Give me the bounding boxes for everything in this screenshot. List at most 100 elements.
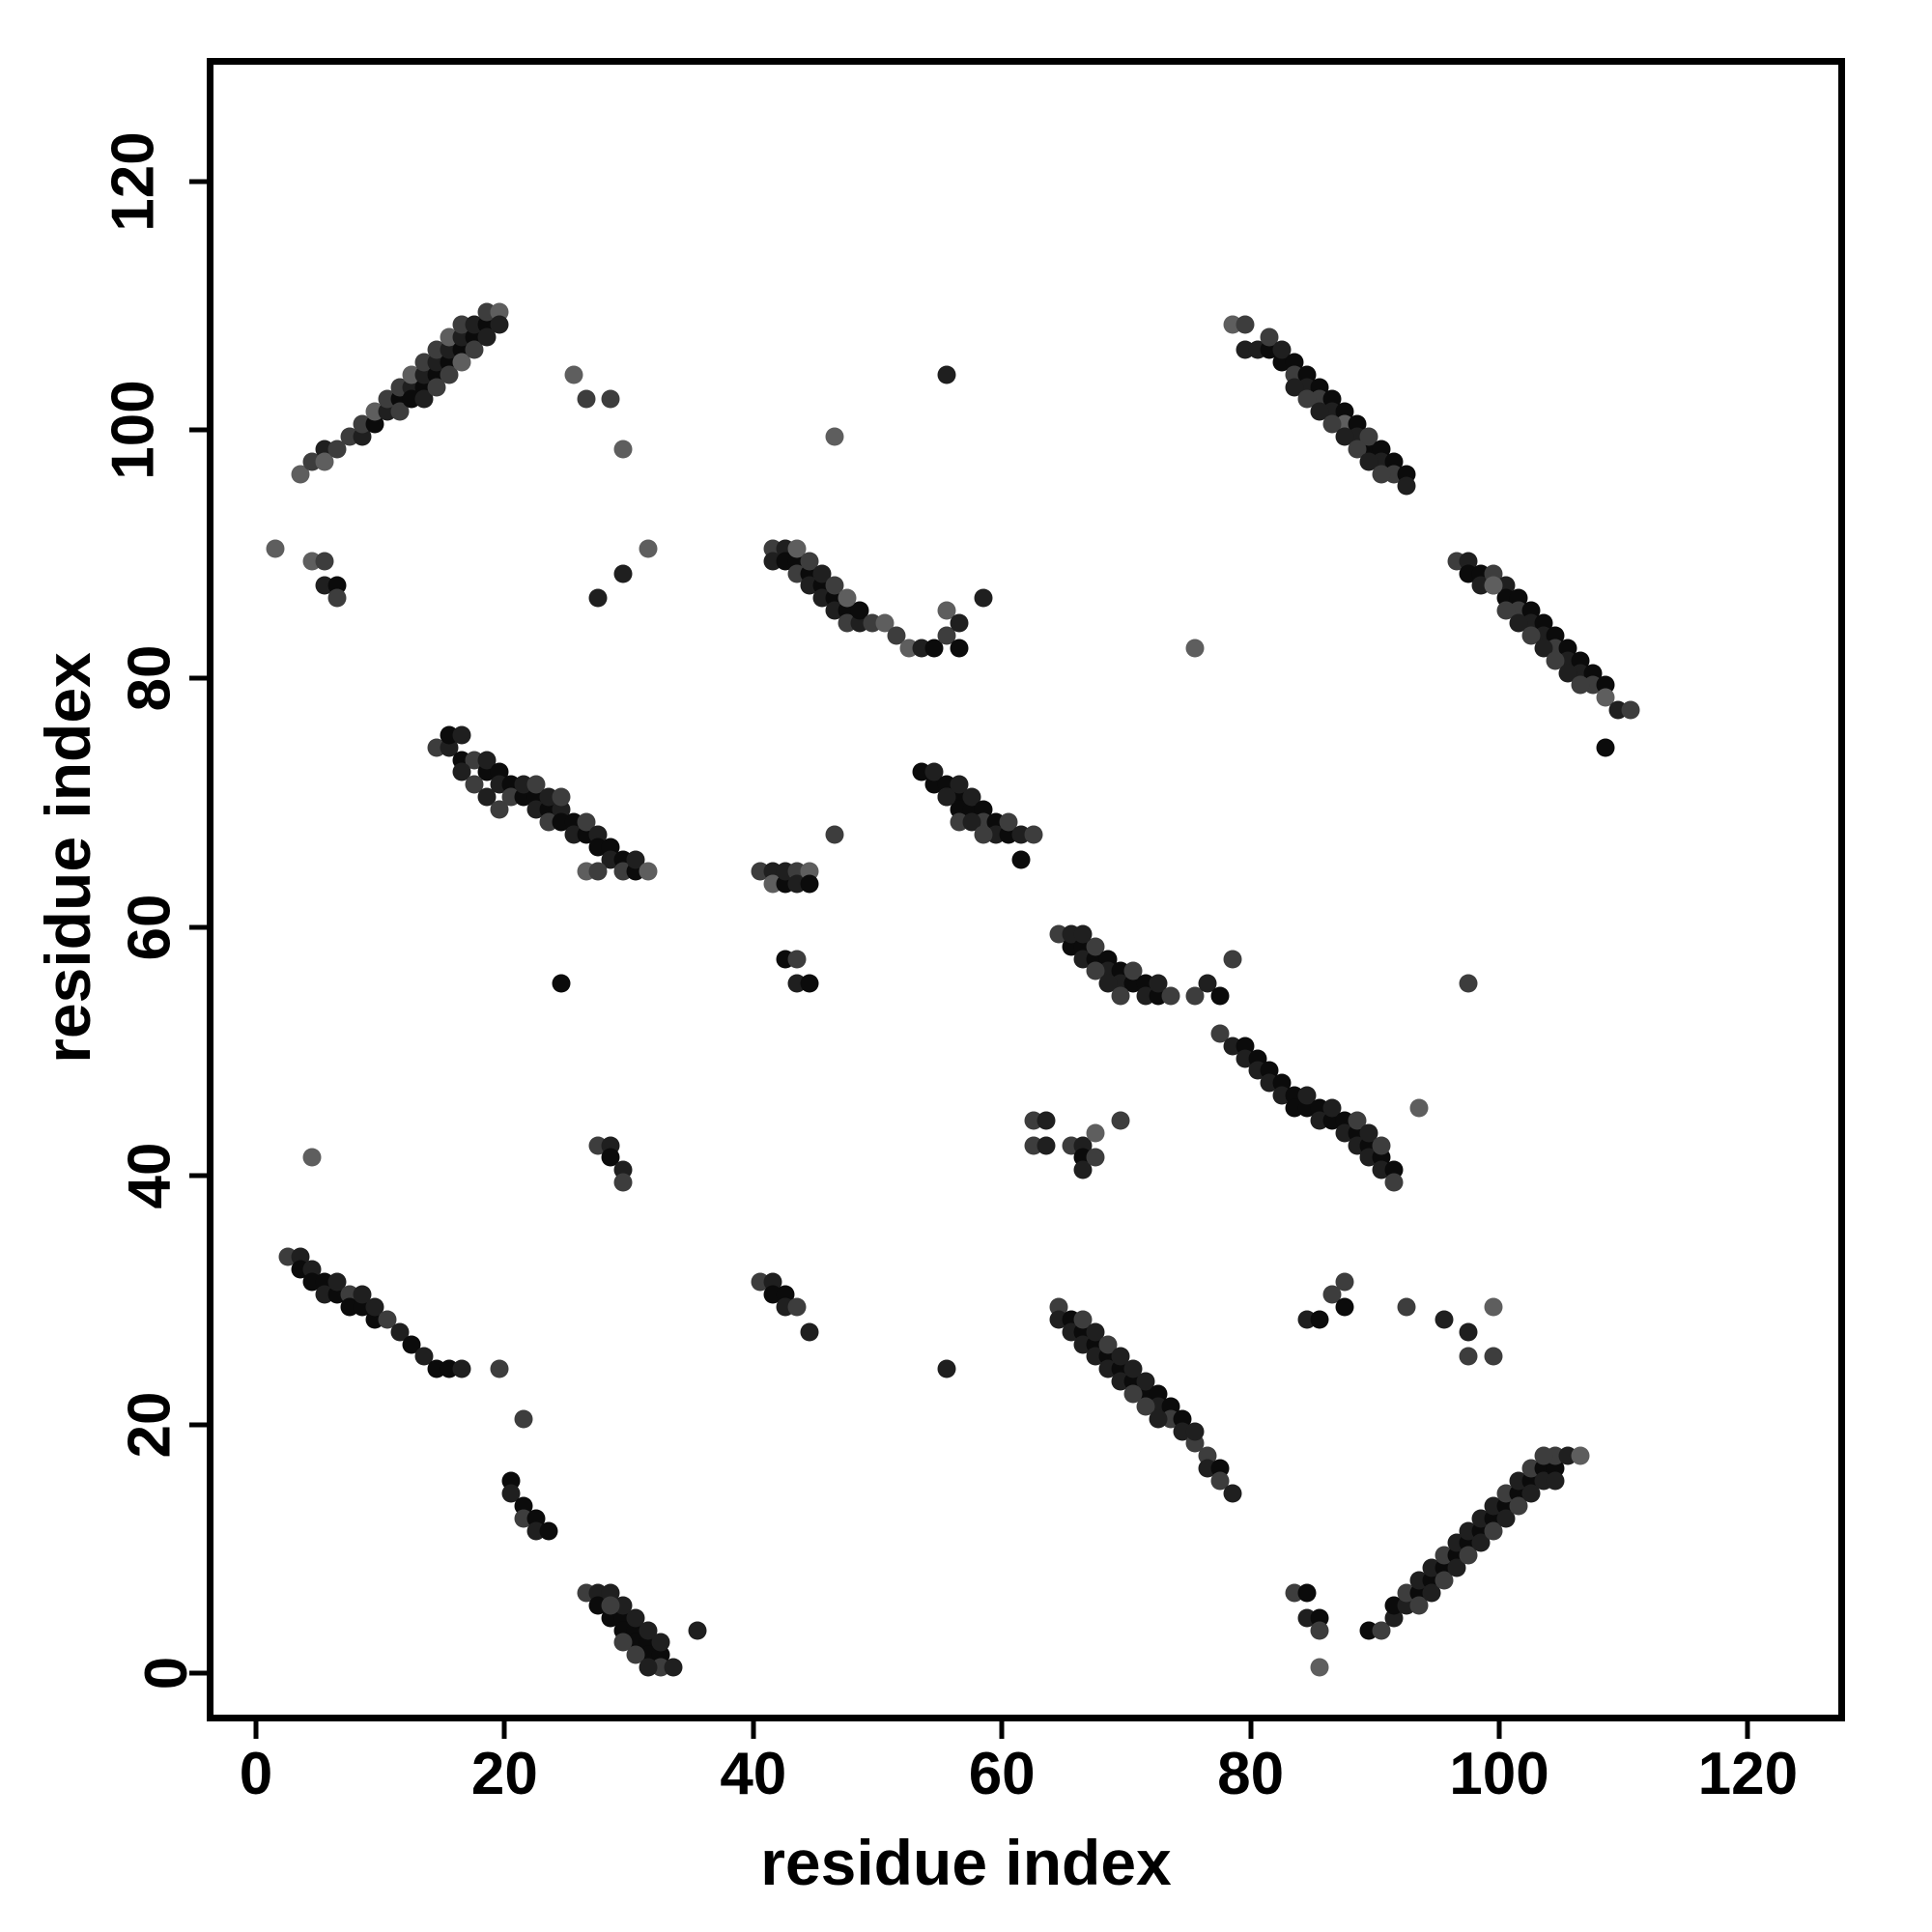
scatter-point (452, 1359, 471, 1378)
scatter-point (1086, 937, 1105, 956)
scatter-point (1297, 1086, 1317, 1105)
scatter-point (962, 812, 981, 832)
scatter-point (315, 452, 334, 471)
scatter-point (1534, 1446, 1553, 1465)
scatter-point (501, 1484, 521, 1503)
scatter-point (353, 1285, 372, 1304)
scatter-point (1210, 1471, 1230, 1491)
scatter-point (266, 539, 285, 558)
scatter-point (626, 1645, 645, 1664)
scatter-point (800, 552, 819, 571)
scatter-point (1459, 1347, 1478, 1366)
scatter-point (465, 775, 484, 794)
scatter-point (1322, 414, 1342, 434)
scatter-point (1409, 1596, 1429, 1615)
scatter-point (613, 1173, 633, 1192)
y-axis-tick (189, 179, 207, 185)
scatter-point (626, 850, 645, 869)
scatter-point (1223, 1484, 1242, 1503)
scatter-point (477, 751, 497, 770)
scatter-point (1348, 1111, 1367, 1130)
scatter-point (1073, 924, 1093, 944)
scatter-point (1397, 1297, 1416, 1317)
scatter-point (327, 440, 347, 459)
scatter-point (962, 787, 981, 807)
scatter-point (1322, 1098, 1342, 1118)
scatter-point (514, 1409, 533, 1429)
scatter-point (800, 1322, 819, 1342)
scatter-point (1534, 639, 1553, 658)
scatter-point (924, 762, 944, 781)
scatter-point (1210, 986, 1230, 1006)
scatter-point (1409, 1098, 1429, 1118)
scatter-point (577, 812, 596, 832)
x-axis-tick-label: 20 (470, 1741, 538, 1807)
scatter-point (477, 787, 497, 807)
scatter-point (601, 1596, 620, 1615)
scatter-point (787, 1297, 807, 1317)
scatter-point (577, 389, 596, 409)
x-axis-tick-label: 120 (1697, 1741, 1799, 1807)
scatter-point (1359, 452, 1378, 471)
scatter-point (588, 588, 608, 608)
scatter-point (315, 552, 334, 571)
y-axis-tick-label: 100 (99, 380, 167, 480)
scatter-point (950, 775, 969, 794)
y-axis-tick-label: 40 (116, 1142, 184, 1209)
scatter-point (1086, 1123, 1105, 1143)
scatter-point (390, 402, 410, 421)
scatter-point (838, 588, 857, 608)
scatter-point (639, 1621, 658, 1640)
scatter-point (490, 1359, 509, 1378)
scatter-point (1384, 1173, 1404, 1192)
scatter-point (1509, 1496, 1528, 1516)
scatter-point (1496, 601, 1516, 620)
scatter-point (1484, 1297, 1503, 1317)
scatter-point (1422, 1583, 1441, 1603)
scatter-point (1596, 688, 1615, 707)
scatter-point (1484, 576, 1503, 595)
scatter-point (1348, 440, 1367, 459)
scatter-point (937, 601, 956, 620)
scatter-point (812, 564, 832, 583)
y-axis-label: residue index (32, 652, 103, 1064)
scatter-point (452, 762, 471, 781)
scatter-point (1123, 1384, 1143, 1404)
scatter-point (1322, 1285, 1342, 1304)
x-axis-tick-label: 60 (968, 1741, 1036, 1807)
y-axis-tick (189, 1173, 207, 1179)
scatter-point (850, 601, 869, 620)
scatter-point (825, 576, 844, 595)
y-axis-tick (189, 675, 207, 681)
scatter-point (1596, 738, 1615, 757)
y-axis-tick-label: 60 (116, 894, 184, 961)
scatter-point (601, 1148, 620, 1167)
scatter-point (365, 1297, 384, 1317)
scatter-point (974, 588, 993, 608)
scatter-point (1359, 427, 1378, 446)
scatter-point (1236, 315, 1255, 334)
scatter-point (1571, 1446, 1590, 1465)
scatter-point (402, 1335, 421, 1353)
scatter-point (1136, 1397, 1155, 1416)
scatter-point (787, 950, 807, 969)
scatter-point (1484, 1347, 1503, 1366)
scatter-point (1521, 626, 1541, 645)
scatter-point (1185, 639, 1205, 658)
scatter-point (1335, 1297, 1354, 1317)
scatter-point (1435, 1571, 1454, 1590)
scatter-point (1210, 1024, 1230, 1043)
scatter-point (1260, 327, 1279, 347)
scatter-point (800, 874, 819, 894)
scatter-point (564, 365, 583, 384)
y-axis-tick-label: 0 (132, 1656, 200, 1690)
scatter-point (1372, 1136, 1391, 1155)
scatter-point (1310, 1621, 1329, 1640)
x-axis-tick (751, 1721, 756, 1739)
x-axis-tick-label: 40 (720, 1741, 787, 1807)
scatter-point (552, 974, 571, 993)
x-axis-tick-label: 0 (239, 1741, 273, 1807)
scatter-point (1161, 986, 1179, 1006)
scatter-point (1496, 1509, 1516, 1528)
scatter-point (651, 1633, 670, 1652)
